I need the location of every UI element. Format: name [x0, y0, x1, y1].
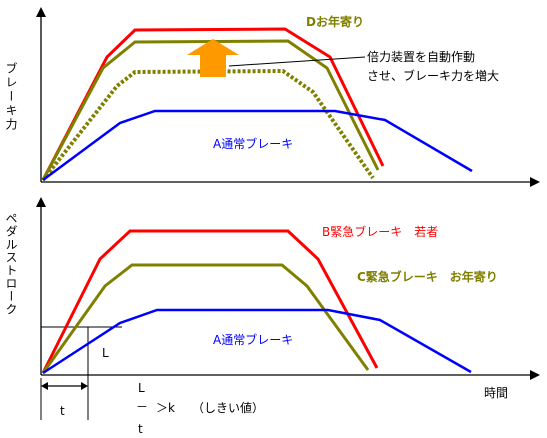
- callout-text-line1: 倍力装置を自動作動: [367, 49, 475, 64]
- top-y-axis-label: ブレーキ力: [4, 61, 18, 132]
- bottom-label-normal: A通常ブレーキ: [213, 332, 293, 347]
- formula-t: t: [138, 422, 143, 436]
- callout-leader: [228, 56, 366, 67]
- t-arrow-left-head: [41, 382, 48, 390]
- top-curve-blue: [42, 109, 473, 182]
- up-arrow-icon: [187, 39, 239, 77]
- bottom-chart: ペダルストローク B緊急ブレーキ 若者 C緊急ブレーキ お年寄り A通常ブレーキ…: [4, 197, 540, 436]
- bottom-curve-olive: [41, 263, 370, 374]
- bottom-y-axis-label: ペダルストローク: [4, 212, 18, 316]
- callout-text-line2: させ、ブレーキ力を増大: [367, 68, 499, 83]
- formula-L: L: [138, 381, 145, 395]
- t-arrow-right-head: [81, 382, 88, 390]
- bottom-label-young: B緊急ブレーキ 若者: [322, 224, 438, 239]
- label-t: t: [60, 404, 65, 418]
- top-label-elderly: Dお年寄り: [306, 14, 364, 29]
- bottom-curve-blue: [42, 308, 472, 375]
- formula-threshold: （しきい値）: [192, 400, 264, 415]
- x-axis-label-time: 時間: [484, 386, 508, 400]
- formula-gt-k: ＞k: [156, 401, 175, 415]
- top-label-normal: A通常ブレーキ: [213, 136, 293, 151]
- bottom-label-elderly: C緊急ブレーキ お年寄り: [357, 269, 498, 284]
- top-chart: ブレーキ力 Dお年寄り 倍力装置を自動作動 させ、ブレーキ力を増大 A通常ブレー…: [4, 7, 540, 187]
- label-L: L: [102, 346, 109, 360]
- bottom-curve-red: [41, 229, 379, 374]
- formula-fraction-bar: －: [136, 400, 148, 414]
